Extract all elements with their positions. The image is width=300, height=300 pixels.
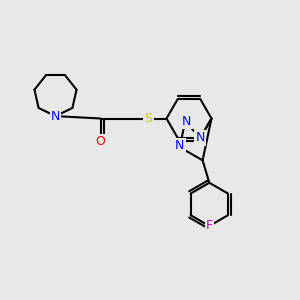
Text: O: O: [96, 135, 105, 148]
Text: N: N: [196, 131, 205, 145]
Text: S: S: [145, 112, 152, 125]
Text: F: F: [206, 220, 213, 232]
Text: N: N: [51, 110, 60, 123]
Text: N: N: [182, 115, 191, 128]
Text: N: N: [175, 139, 184, 152]
